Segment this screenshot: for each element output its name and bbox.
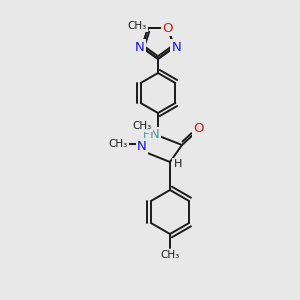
Text: O: O (194, 122, 204, 136)
Text: N: N (150, 128, 160, 142)
Text: N: N (171, 41, 181, 54)
Text: CH₃: CH₃ (128, 21, 147, 31)
Text: N: N (137, 140, 147, 154)
Text: H: H (174, 159, 182, 169)
Text: H: H (143, 130, 151, 140)
Text: CH₃: CH₃ (160, 250, 180, 260)
Text: CH₃: CH₃ (132, 121, 152, 131)
Text: O: O (163, 22, 173, 35)
Text: CH₃: CH₃ (108, 139, 128, 149)
Text: N: N (135, 41, 145, 54)
